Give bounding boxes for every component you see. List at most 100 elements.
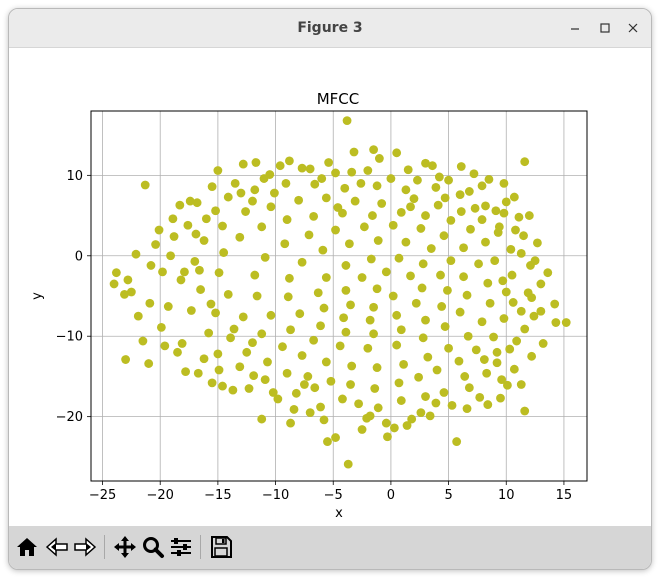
scatter-point <box>516 248 526 258</box>
scatter-point <box>459 272 468 282</box>
scatter-point <box>297 163 307 173</box>
scatter-point <box>417 283 427 293</box>
scatter-point <box>190 257 200 266</box>
scatter-point <box>481 201 490 211</box>
forward-icon[interactable] <box>72 534 98 560</box>
scatter-point <box>349 147 359 157</box>
scatter-point <box>354 399 364 409</box>
scatter-point <box>333 203 343 212</box>
scatter-point <box>439 231 449 241</box>
scatter-point <box>250 185 260 195</box>
scatter-point <box>421 158 430 168</box>
figure-canvas[interactable]: MFCC −25 −20 −15 −10 −5 0 5 10 15 −20 −10 0 10 x y <box>9 48 651 526</box>
scatter-point <box>406 271 415 281</box>
scatter-point <box>529 311 539 321</box>
scatter-point <box>192 198 202 208</box>
scatter-point <box>474 259 483 269</box>
scatter-point <box>543 268 553 278</box>
scatter-point <box>266 310 276 320</box>
scatter-point <box>323 437 332 446</box>
scatter-point <box>160 341 170 351</box>
scatter-point <box>313 288 323 298</box>
scatter-point <box>175 200 185 210</box>
scatter-point <box>511 225 520 235</box>
scatter-point <box>366 254 376 264</box>
y-tick-label: −20 <box>56 410 83 425</box>
scatter-point <box>338 394 347 404</box>
scatter-point <box>235 362 245 372</box>
scatter-point <box>421 392 430 401</box>
scatter-point <box>342 116 352 126</box>
x-tick-label: −20 <box>146 488 173 503</box>
scatter-point <box>383 432 392 442</box>
maximize-icon[interactable] <box>595 18 615 38</box>
scatter-point <box>133 311 143 321</box>
x-tick-label: 10 <box>498 488 515 503</box>
back-icon[interactable] <box>44 534 70 560</box>
scatter-point <box>551 318 561 327</box>
scatter-point <box>456 162 466 171</box>
scatter-point <box>505 344 515 354</box>
scatter-point <box>341 261 351 270</box>
scatter-point <box>236 188 246 198</box>
scatter-point <box>321 273 331 282</box>
minimize-icon[interactable] <box>565 18 585 38</box>
scatter-point <box>459 243 468 253</box>
scatter-point <box>418 259 428 269</box>
scatter-point <box>403 165 413 175</box>
navigation-toolbar <box>9 526 651 569</box>
scatter-point <box>389 423 399 433</box>
scatter-point <box>386 174 396 183</box>
scatter-point <box>169 232 179 241</box>
scatter-point <box>365 411 375 421</box>
scatter-point <box>357 425 367 434</box>
scatter-point <box>173 347 182 357</box>
scatter-point <box>527 351 537 361</box>
scatter-point <box>144 359 154 368</box>
scatter-point <box>343 459 353 469</box>
scatter-point <box>285 156 294 166</box>
scatter-point <box>421 211 430 220</box>
scatter-point <box>463 331 473 341</box>
scatter-point <box>440 193 450 203</box>
scatter-point <box>260 375 270 385</box>
scatter-point <box>492 358 502 368</box>
scatter-point <box>471 345 481 355</box>
scatter-point <box>368 211 377 220</box>
scatter-point <box>282 368 292 378</box>
scatter-point <box>396 207 406 217</box>
scatter-point <box>156 322 166 332</box>
scatter-point <box>204 328 214 338</box>
scatter-point <box>431 398 441 408</box>
scatter-chart: MFCC −25 −20 −15 −10 −5 0 5 10 15 −20 −10 0 10 x y <box>30 90 588 521</box>
configure-subplots-icon[interactable] <box>168 534 194 560</box>
save-icon[interactable] <box>208 534 234 560</box>
scatter-point <box>230 178 240 188</box>
x-tick-label: −25 <box>89 488 116 503</box>
scatter-point <box>181 367 190 377</box>
pan-icon[interactable] <box>112 534 138 560</box>
home-icon[interactable] <box>14 534 40 560</box>
scatter-point <box>285 273 294 283</box>
scatter-point <box>278 342 287 352</box>
scatter-point <box>421 315 430 325</box>
scatter-point <box>418 333 428 343</box>
scatter-point <box>413 175 422 185</box>
scatter-point <box>426 244 436 253</box>
zoom-icon[interactable] <box>140 534 166 560</box>
close-icon[interactable] <box>623 18 643 38</box>
scatter-point <box>201 214 211 224</box>
scatter-point <box>166 251 175 261</box>
scatter-point <box>319 303 329 313</box>
scatter-point <box>163 302 173 311</box>
scatter-point <box>477 181 487 191</box>
scatter-point <box>211 308 220 318</box>
scatter-point <box>454 356 464 366</box>
scatter-point <box>499 178 509 188</box>
scatter-point <box>286 325 295 335</box>
scatter-point <box>146 261 156 270</box>
x-tick-label: 15 <box>556 488 573 503</box>
scatter-point <box>282 215 292 224</box>
scatter-point <box>257 222 267 232</box>
scatter-point <box>131 249 141 259</box>
